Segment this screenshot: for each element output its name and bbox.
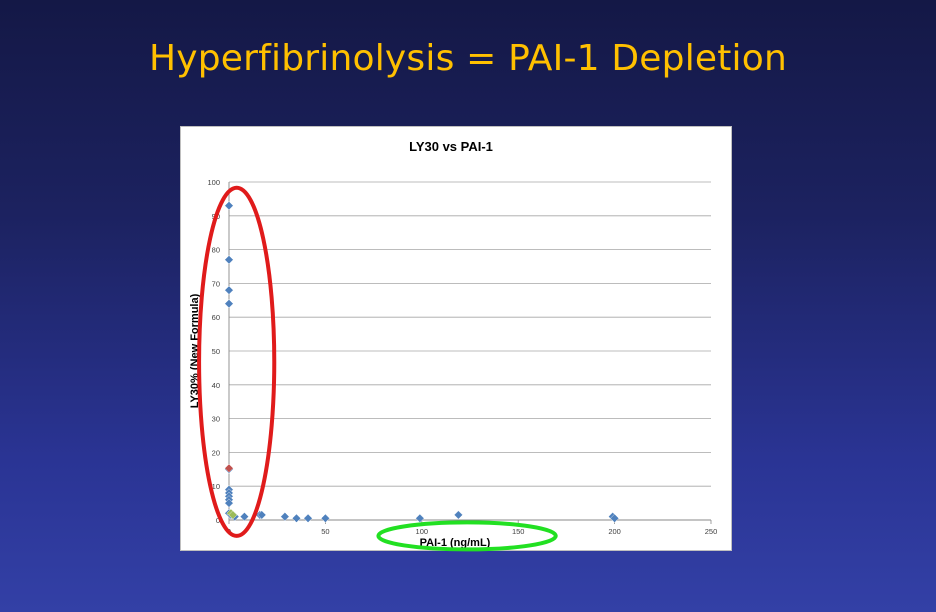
data-point [303, 513, 313, 523]
y-tick-label: 30 [212, 415, 220, 424]
x-tick-label: 50 [321, 527, 329, 536]
x-tick-label: 250 [705, 527, 718, 536]
data-point [224, 255, 234, 265]
y-tick-label: 40 [212, 381, 220, 390]
data-point [320, 513, 330, 523]
chart-area: LY30 vs PAI-1 PAI-1 (ng/mL) LY30% (New F… [180, 126, 732, 551]
data-point [224, 285, 234, 295]
y-tick-label: 60 [212, 313, 220, 322]
y-tick-label: 20 [212, 448, 220, 457]
data-point [224, 463, 234, 473]
data-point [224, 299, 234, 309]
slide-title: Hyperfibrinolysis = PAI-1 Depletion [148, 38, 788, 79]
y-tick-label: 10 [212, 482, 220, 491]
x-tick-label: 200 [608, 527, 621, 536]
grid-lines [229, 181, 711, 487]
y-tick-label: 0 [216, 516, 220, 525]
data-point [415, 513, 425, 523]
y-tick-label: 80 [212, 246, 220, 255]
y-tick-label: 100 [207, 178, 220, 187]
y-tick-label: 90 [212, 212, 220, 221]
data-point [224, 201, 234, 211]
y-axis-label: LY30% (New Formula) [189, 293, 201, 408]
x-tick-label: 0 [227, 527, 231, 536]
y-tick-label: 50 [212, 347, 220, 356]
scatter-chart: LY30 vs PAI-1 PAI-1 (ng/mL) LY30% (New F… [189, 139, 717, 549]
data-point [453, 510, 463, 520]
data-point [291, 513, 301, 523]
chart-title: LY30 vs PAI-1 [409, 139, 493, 154]
x-axis-label: PAI-1 (ng/mL) [420, 537, 491, 549]
axes [228, 182, 712, 524]
tick-labels: 0 10 20 30 40 50 60 70 80 90 100 0 50 100 150 200 250 [207, 178, 717, 536]
data-point [610, 513, 620, 523]
data-point [280, 512, 290, 522]
x-tick-label: 150 [512, 527, 525, 536]
y-tick-label: 70 [212, 279, 220, 288]
x-tick-label: 100 [416, 527, 429, 536]
